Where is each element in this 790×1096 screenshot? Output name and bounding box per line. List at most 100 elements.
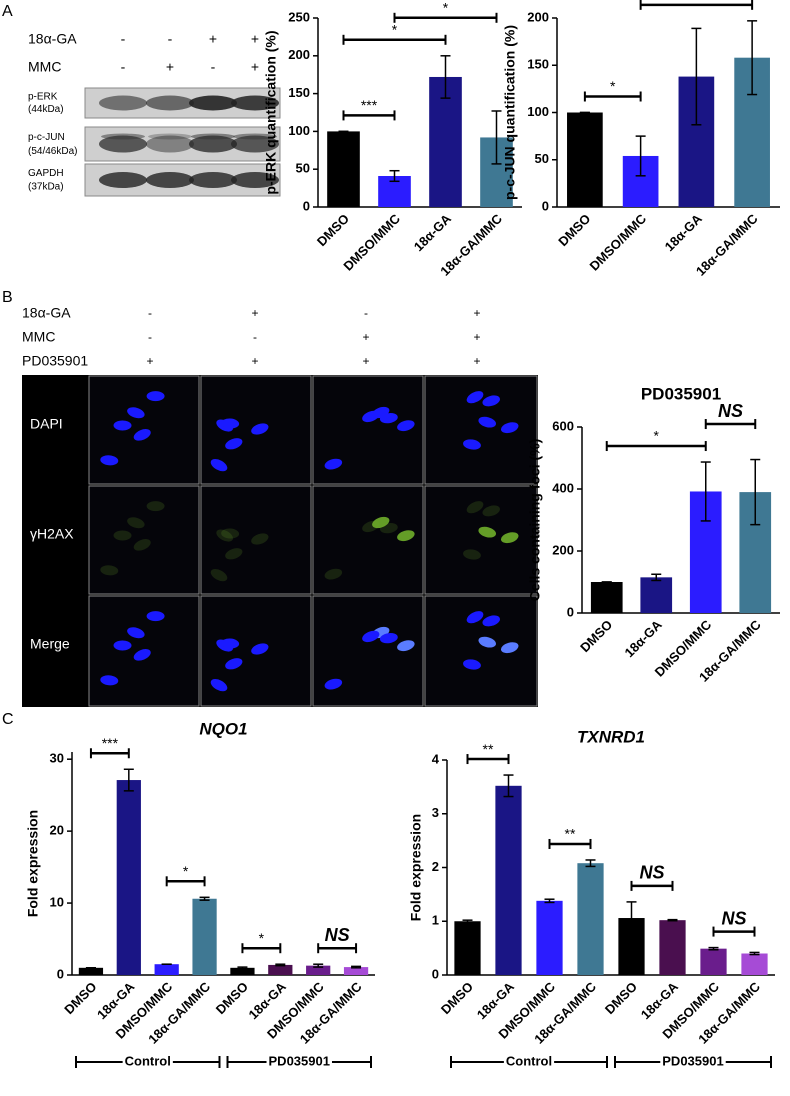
chart-title: TXNRD1 bbox=[577, 727, 645, 746]
cell-nucleus bbox=[216, 529, 233, 542]
cell-nucleus bbox=[100, 675, 119, 686]
error-bar bbox=[275, 963, 286, 967]
group-label-bg bbox=[266, 1056, 332, 1068]
significance-bracket: NS bbox=[630, 863, 674, 891]
group-bracket: PD035901 bbox=[226, 1053, 372, 1068]
error-bar bbox=[440, 55, 451, 99]
cell-nucleus bbox=[379, 413, 398, 424]
y-axis-label: p-ERK quantification (%) bbox=[263, 30, 279, 194]
treatment-sign: + bbox=[251, 306, 258, 320]
y-tick-label: 0 bbox=[567, 604, 574, 619]
cell-nucleus bbox=[324, 458, 343, 470]
y-tick-label: 1 bbox=[432, 913, 439, 928]
bar bbox=[78, 967, 104, 975]
error-bar bbox=[747, 20, 758, 96]
y-tick-label: 0 bbox=[57, 966, 64, 981]
microscopy-image bbox=[312, 595, 424, 707]
significance-label: * bbox=[392, 22, 398, 38]
blot-band bbox=[231, 135, 279, 153]
significance-bracket: * bbox=[342, 22, 447, 45]
blot-band bbox=[99, 135, 147, 153]
y-tick-label: 200 bbox=[552, 542, 574, 557]
cell-nucleus bbox=[500, 422, 519, 434]
condition-sign: - bbox=[168, 31, 173, 47]
blot-sublabel: (54/46kDa) bbox=[28, 146, 77, 157]
microscopy-label: DAPI bbox=[30, 416, 63, 432]
bar bbox=[116, 780, 141, 975]
panel-label: A bbox=[2, 3, 13, 20]
treatment-sign: + bbox=[362, 354, 369, 368]
treatment-sign: - bbox=[148, 306, 152, 320]
significance-label: * bbox=[443, 0, 449, 16]
y-tick-label: 100 bbox=[527, 104, 549, 119]
bar bbox=[192, 898, 217, 975]
cell-nucleus bbox=[362, 630, 380, 643]
error-bar bbox=[700, 461, 711, 522]
treatment-sign: - bbox=[364, 306, 368, 320]
cell-nucleus bbox=[221, 638, 240, 649]
cell-nucleus bbox=[100, 455, 119, 466]
y-tick-label: 150 bbox=[288, 85, 310, 100]
bar bbox=[230, 967, 255, 975]
bar bbox=[306, 965, 331, 975]
cell-nucleus bbox=[133, 429, 151, 441]
y-tick-label: 200 bbox=[288, 47, 310, 62]
error-bar bbox=[708, 946, 719, 951]
significance-bracket: NS bbox=[712, 908, 756, 937]
treatment-sign: + bbox=[251, 354, 258, 368]
error-bar bbox=[544, 898, 555, 904]
group-label: Control bbox=[506, 1053, 552, 1068]
error-bar bbox=[503, 774, 514, 798]
significance-bracket: ** bbox=[548, 826, 592, 849]
significance-label: NS bbox=[721, 908, 746, 928]
error-bar bbox=[237, 966, 248, 970]
significance-bracket: * bbox=[165, 863, 206, 887]
microscopy-image bbox=[88, 485, 200, 595]
panel-label: C bbox=[2, 711, 14, 728]
condition-sign: - bbox=[121, 31, 126, 47]
error-bar bbox=[491, 110, 502, 165]
bar bbox=[536, 900, 563, 975]
cell-nucleus bbox=[324, 678, 343, 690]
panel-label: B bbox=[2, 289, 13, 306]
y-tick-label: 150 bbox=[527, 57, 549, 72]
cell-nucleus bbox=[251, 423, 269, 435]
blot-label: GAPDH bbox=[28, 168, 64, 179]
cell-nucleus bbox=[478, 636, 497, 648]
blot-sublabel: (37kDa) bbox=[28, 182, 64, 193]
cell-nucleus bbox=[324, 568, 343, 580]
error-bar bbox=[585, 859, 596, 868]
y-axis-label: Fold expression bbox=[25, 810, 41, 917]
y-tick-label: 0 bbox=[432, 966, 439, 981]
y-axis-label: p-c-JUN quantification (%) bbox=[502, 25, 518, 200]
y-tick-label: 250 bbox=[288, 9, 310, 24]
cell-nucleus bbox=[482, 505, 500, 517]
cell-nucleus bbox=[379, 633, 398, 644]
treatment-sign: + bbox=[362, 330, 369, 344]
significance-bracket: *** bbox=[89, 735, 130, 759]
cell-nucleus bbox=[221, 528, 240, 539]
cell-nucleus bbox=[397, 420, 415, 432]
treatment-sign: - bbox=[253, 330, 257, 344]
treatment-sign: + bbox=[146, 354, 153, 368]
cell-nucleus bbox=[379, 523, 398, 534]
significance-bracket: * bbox=[605, 428, 707, 452]
significance-label: NS bbox=[639, 863, 664, 883]
blot-band bbox=[189, 135, 237, 153]
cell-nucleus bbox=[133, 649, 151, 661]
group-bracket: Control bbox=[75, 1053, 221, 1068]
significance-label: * bbox=[654, 428, 660, 444]
cell-nucleus bbox=[463, 549, 481, 560]
microscopy-label: γH2AX bbox=[30, 526, 74, 542]
bar bbox=[567, 112, 603, 207]
y-tick-label: 20 bbox=[50, 823, 64, 838]
blot-band bbox=[99, 95, 147, 111]
significance-label: NS bbox=[325, 925, 350, 945]
y-tick-label: 600 bbox=[552, 418, 574, 433]
blot-band bbox=[231, 95, 279, 111]
condition-sign: + bbox=[209, 31, 217, 47]
y-tick-label: 3 bbox=[432, 805, 439, 820]
blot-label: p-c-JUN bbox=[28, 132, 65, 143]
bar bbox=[741, 953, 768, 975]
treatment-label: 18α-GA bbox=[22, 305, 71, 321]
